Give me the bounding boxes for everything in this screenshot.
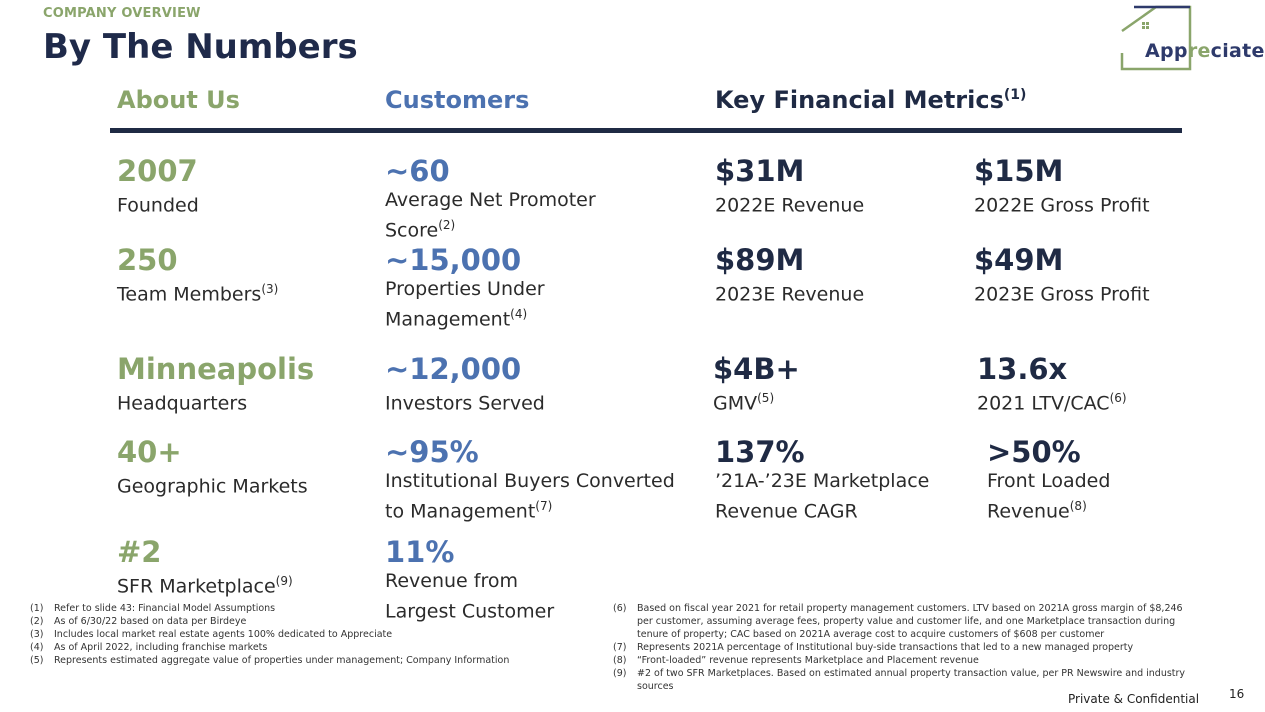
stat-label: 2022E Revenue [715, 194, 865, 217]
stat-label: Headquarters [117, 392, 248, 415]
stat-value: $15M [974, 154, 1064, 188]
key-financial-metrics-heading: Key Financial Metrics(1) [715, 86, 1027, 114]
stat-value: ~15,000 [385, 243, 522, 277]
about-stat: 2007 Founded [117, 154, 199, 218]
stat-value: ~12,000 [385, 352, 522, 386]
footnote: (3) Includes local market real estate age… [30, 629, 393, 640]
stat-value: $4B+ [713, 352, 800, 386]
page-title: By The Numbers [43, 27, 358, 67]
footnotes-left: (1) Refer to slide 43: Financial Model As… [30, 602, 570, 667]
stat-label: GMV(5) [713, 391, 775, 415]
financial-stat: $31M 2022E Revenue [715, 154, 864, 218]
stat-value: 13.6x [977, 352, 1068, 386]
stat-label: 2021 LTV/CAC(6) [977, 391, 1127, 415]
stat-label: SFR Marketplace(9) [117, 574, 293, 598]
about-stat: 40+ Geographic Markets [117, 435, 308, 499]
about-stat: 250 Team Members(3) [117, 243, 278, 307]
stat-value: 11% [385, 535, 455, 569]
stat-label: 2022E Gross Profit [974, 194, 1150, 217]
stat-label: Average Net Promoter Score(2) [385, 189, 596, 242]
financial-stat: $15M 2022E Gross Profit [974, 154, 1150, 218]
stat-label: Front Loaded Revenue(8) [987, 470, 1111, 523]
customers-heading: Customers [385, 86, 530, 114]
about-us-heading: About Us [117, 86, 240, 114]
stat-value: $31M [715, 154, 805, 188]
footnote: (9) #2 of two SFR Marketplaces. Based on … [613, 668, 1186, 692]
stat-value: ~95% [385, 435, 479, 469]
customer-stat: 11% Revenue from Largest Customer [385, 535, 554, 624]
customer-stat: ~12,000 Investors Served [385, 352, 545, 416]
confidential-label: Private & Confidential [1068, 692, 1200, 706]
customer-stat: ~15,000 Properties Under Management(4) [385, 243, 545, 332]
stat-value: 250 [117, 243, 178, 277]
stat-value: $49M [974, 243, 1064, 277]
stat-label: Geographic Markets [117, 475, 308, 498]
stat-label: 2023E Gross Profit [974, 283, 1150, 306]
section-kicker: COMPANY OVERVIEW [43, 6, 201, 21]
stat-value: 2007 [117, 154, 198, 188]
financial-stat: $89M 2023E Revenue [715, 243, 864, 307]
about-stat: #2 SFR Marketplace(9) [117, 535, 293, 599]
footnote: (8) “Front-loaded” revenue represents Mar… [613, 655, 979, 666]
footnote: (5) Represents estimated aggregate value … [30, 655, 510, 666]
customer-stat: ~60 Average Net Promoter Score(2) [385, 154, 596, 243]
stat-value: >50% [987, 435, 1081, 469]
financial-stat: >50% Front Loaded Revenue(8) [987, 435, 1110, 524]
stat-label: Team Members(3) [117, 282, 279, 306]
footnote: (1) Refer to slide 43: Financial Model As… [30, 603, 276, 614]
financial-stat: 137% ’21A-’23E Marketplace Revenue CAGR [715, 435, 929, 524]
stat-label: ’21A-’23E Marketplace Revenue CAGR [715, 470, 930, 523]
header-divider [110, 128, 1182, 133]
company-logo: Appreciate [1120, 5, 1264, 71]
page-number: 16 [1229, 687, 1245, 701]
financial-stat: $49M 2023E Gross Profit [974, 243, 1150, 307]
footnote: (7) Represents 2021A percentage of Instit… [613, 642, 1134, 653]
stat-label: 2023E Revenue [715, 283, 865, 306]
stat-value: 137% [715, 435, 805, 469]
stat-value: #2 [117, 535, 162, 569]
footnote: (4) As of April 2022, including franchise… [30, 642, 268, 653]
footnote: (2) As of 6/30/22 based on data per Birde… [30, 616, 247, 627]
financial-stat: 13.6x 2021 LTV/CAC(6) [977, 352, 1127, 416]
footnote: (6) Based on fiscal year 2021 for retail … [613, 603, 1183, 640]
stat-label: Properties Under Management(4) [385, 278, 545, 331]
house-logo-icon [1120, 5, 1192, 71]
stat-value: $89M [715, 243, 805, 277]
stat-value: Minneapolis [117, 352, 315, 386]
stat-value: ~60 [385, 154, 450, 188]
about-stat: Minneapolis Headquarters [117, 352, 314, 416]
stat-value: 40+ [117, 435, 182, 469]
footnotes-right: (6) Based on fiscal year 2021 for retail … [613, 602, 1198, 693]
stat-label: Revenue from Largest Customer [385, 570, 555, 623]
financial-stat: $4B+ GMV(5) [713, 352, 800, 416]
stat-label: Founded [117, 194, 199, 217]
stat-label: Investors Served [385, 392, 545, 415]
logo-wordmark: Appreciate [1145, 40, 1265, 62]
customer-stat: ~95% Institutional Buyers Converted to M… [385, 435, 675, 524]
stat-label: Institutional Buyers Converted to Manage… [385, 470, 675, 523]
